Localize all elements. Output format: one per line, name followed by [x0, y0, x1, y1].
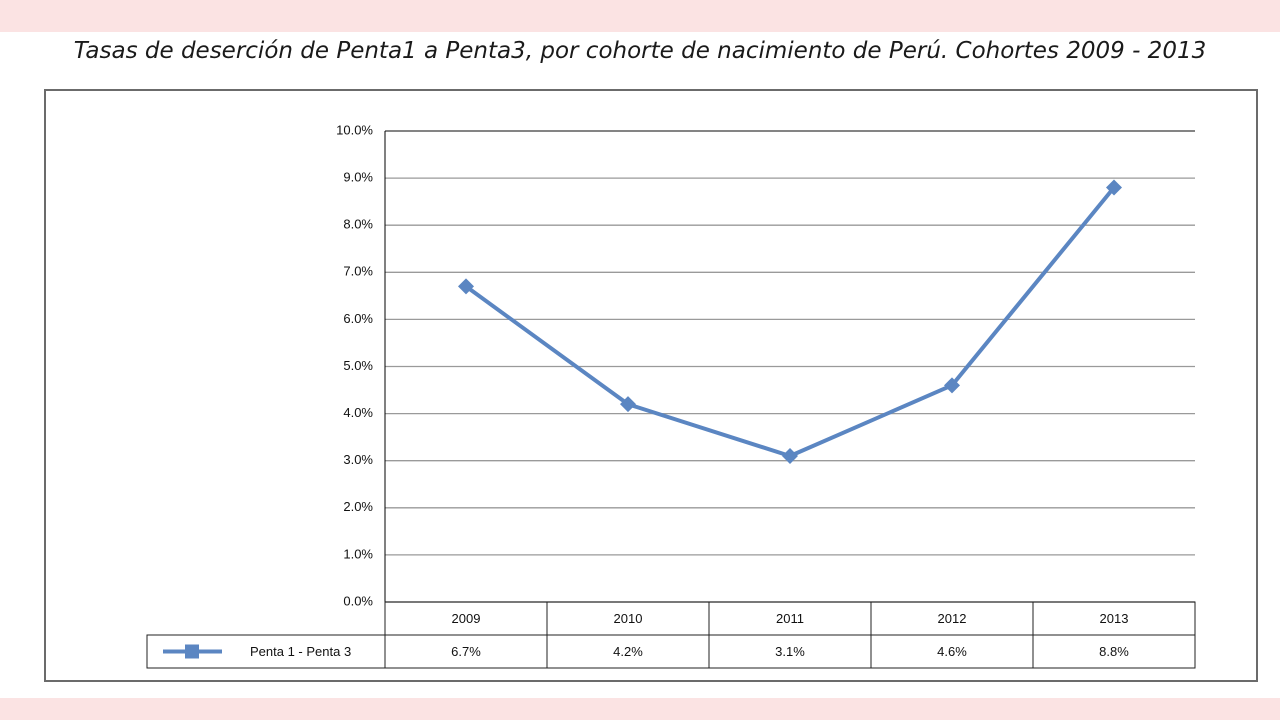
data-point-marker	[620, 396, 636, 413]
gridlines	[384, 130, 1195, 668]
x-category-label: 2010	[614, 611, 643, 626]
table-value-cell: 3.1%	[775, 644, 805, 659]
y-tick-label: 0.0%	[343, 593, 373, 608]
series-line	[464, 186, 1116, 458]
y-tick-label: 9.0%	[343, 170, 373, 185]
x-category-label: 2012	[938, 611, 967, 626]
x-category-label: 2011	[776, 611, 804, 626]
legend-series-name: Penta 1 - Penta 3	[250, 644, 351, 659]
y-tick-label: 7.0%	[343, 264, 373, 279]
y-tick-label: 2.0%	[343, 499, 373, 514]
table-value-cell: 6.7%	[451, 644, 481, 659]
legend-marker-key	[185, 644, 199, 659]
y-tick-label: 5.0%	[343, 358, 373, 373]
data-point-marker	[944, 377, 960, 394]
table-value-cell: 4.2%	[613, 644, 643, 659]
chart-frame	[44, 89, 1258, 682]
y-tick-label: 1.0%	[343, 546, 373, 561]
y-tick-label: 10.0%	[336, 122, 373, 137]
y-axis-tick-labels: 0.0% 1.0% 2.0% 3.0% 4.0% 5.0% 6.0% 7.0% 8.0% 9.0%…	[336, 122, 373, 608]
data-point-marker	[1106, 179, 1122, 196]
y-tick-label: 4.0%	[343, 405, 373, 420]
x-category-label: 2009	[452, 611, 481, 626]
y-tick-label: 8.0%	[343, 217, 373, 232]
table-value-cell: 8.8%	[1099, 644, 1129, 659]
data-table: 2009 6.7% 2010 4.2% 2011 3.1% 2012 4.6% 2013 8.8%…	[146, 601, 1196, 669]
y-tick-label: 6.0%	[343, 311, 373, 326]
y-tick-label: 3.0%	[343, 452, 373, 467]
data-point-marker	[782, 447, 798, 464]
chart-title: Tasas de deserción de Penta1 a Penta3, p…	[73, 38, 1207, 64]
legend-cell-border	[146, 634, 386, 669]
x-category-label: 2013	[1100, 611, 1129, 626]
series-penta	[458, 179, 1122, 464]
data-point-marker	[458, 278, 474, 295]
table-value-cell: 4.6%	[937, 644, 967, 659]
